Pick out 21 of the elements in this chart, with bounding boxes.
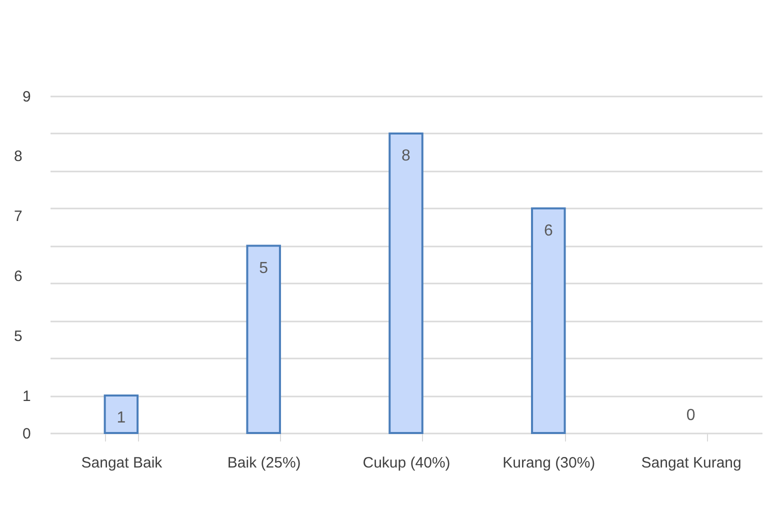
data-label: 8 — [402, 147, 411, 164]
x-tick-label: Sangat Baik — [81, 454, 163, 472]
bar — [246, 244, 281, 434]
text: 6 — [14, 268, 22, 285]
x-tick-label: Kurang (30%) — [502, 454, 596, 472]
data-label: 5 — [259, 260, 268, 277]
y-tick-label: 0 — [22, 426, 31, 442]
text: 8 — [14, 148, 22, 165]
data-label: 6 — [544, 222, 553, 240]
bar — [388, 132, 424, 434]
x-tick-label: Sangat Kurang — [641, 454, 742, 472]
x-tick-label: Baik (25%) — [227, 454, 301, 472]
bar — [531, 207, 566, 434]
bar — [104, 394, 139, 434]
text: 7 — [14, 208, 22, 225]
data-label: 1 — [116, 410, 126, 427]
y-tick-label: 1 — [22, 388, 31, 406]
data-label: 0 — [686, 407, 696, 424]
x-tick-label: Cukup (40%) — [362, 454, 450, 472]
text: 5 — [14, 328, 22, 345]
y-tick-label: 9 — [22, 88, 31, 106]
